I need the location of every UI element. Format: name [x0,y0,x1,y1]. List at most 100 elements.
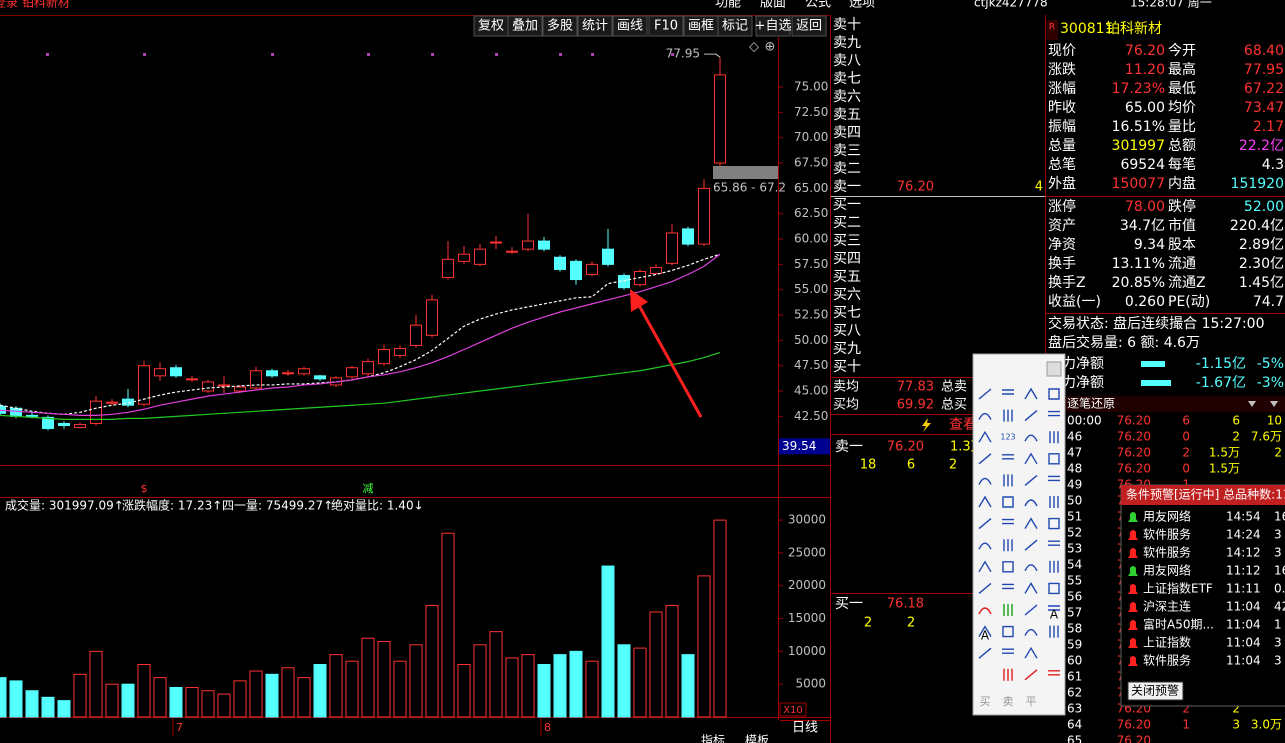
draw-tool-icon[interactable] [1024,669,1038,681]
volume-bar [345,660,359,718]
draw-tool-icon[interactable] [1003,474,1013,487]
draw-tool-icon[interactable] [1024,564,1038,572]
draw-tool-icon[interactable] [1003,604,1013,616]
cursor-box [779,438,830,455]
draw-tool-icon[interactable] [1024,474,1038,486]
draw-tool-icon[interactable] [978,412,992,420]
draw-tool-icon[interactable] [1002,454,1014,460]
draw-tool-icon[interactable] [1048,582,1060,595]
tick-time: 49 [1067,478,1082,492]
quote-value: 74.7 [1253,294,1284,310]
draw-tool-icon[interactable] [1024,499,1038,507]
draw-tool-icon[interactable] [1002,561,1014,573]
candle-body [250,370,262,389]
draw-tool-icon[interactable] [1048,475,1060,482]
draw-tool-icon[interactable] [1048,540,1060,546]
draw-tool-icon[interactable] [978,542,992,550]
trade-action: 买 [980,695,991,708]
draw-tool-icon[interactable] [978,582,992,594]
draw-tool-icon[interactable] [1049,431,1059,444]
draw-tool-icon[interactable] [1002,583,1014,590]
draw-tool-icon[interactable] [1003,409,1013,422]
quote-label: 涨停 [1048,198,1076,215]
draw-tool-icon[interactable] [1048,605,1060,611]
draw-tool-icon[interactable] [1002,518,1014,525]
draw-tool-icon[interactable] [1048,453,1060,465]
draw-tool-icon[interactable] [1024,410,1038,422]
draw-tool-icon[interactable] [978,607,992,615]
draw-tool-icon[interactable] [1048,670,1060,676]
draw-tool-icon[interactable] [1002,625,1014,638]
candle-body [522,240,534,250]
close-alert-button[interactable] [1127,681,1184,701]
draw-tool-icon[interactable] [1048,388,1060,400]
draw-tool-icon[interactable] [1024,434,1038,442]
alert-count: 3 [1274,528,1282,542]
menu-item: 公式 [805,0,831,11]
toolbar-button[interactable] [542,15,578,37]
bid-label: 买三 [833,233,861,249]
draw-tool-icon[interactable] [1049,625,1059,638]
ask-detail: 2 [949,458,957,473]
draw-tool-icon[interactable] [1024,517,1038,529]
volume-bar [505,657,519,718]
draw-tool-icon[interactable] [1048,410,1060,417]
draw-tool-icon[interactable] [1024,539,1038,551]
draw-tool-icon[interactable] [1048,517,1060,530]
quote-label: 流通Z [1168,275,1206,291]
draw-tool-icon[interactable] [1024,387,1038,400]
alert-header [1121,485,1285,505]
stock-name: 铂科新材 [1106,21,1162,37]
alert-count: 1 [1274,618,1282,632]
draw-tool-icon[interactable] [978,647,992,659]
quote-label: 收益(一) [1048,294,1101,310]
toolbar-button[interactable] [755,15,791,37]
moving-average [0,351,721,421]
toolbar-button[interactable] [577,15,613,37]
ask1-price: 76.20 [897,180,934,195]
draw-tool-icon[interactable] [978,388,992,400]
candle-body [458,253,470,262]
y-tick-label: 45.00 [794,384,828,398]
draw-tool-icon[interactable] [1024,628,1038,636]
draw-tool-icon[interactable] [1049,496,1059,508]
draw-tool-icon[interactable] [1002,648,1014,654]
candle-body [154,368,166,377]
toolbar-button[interactable] [791,15,827,37]
draw-tool-icon[interactable] [1024,646,1038,659]
volume-bar [457,663,471,718]
draw-tool-icon[interactable] [978,625,992,637]
draw-tool-icon[interactable] [978,430,992,443]
toolbar-button[interactable] [507,15,543,37]
draw-tool-icon[interactable] [978,560,992,573]
draw-tool-icon[interactable] [1003,539,1013,552]
toolbar-button[interactable] [648,15,684,37]
close-box[interactable] [1046,361,1062,377]
range-bar [713,166,778,179]
draw-tool-icon[interactable] [1002,389,1014,395]
draw-tool-icon[interactable] [1024,604,1038,616]
draw-tool-icon[interactable] [1024,452,1038,465]
toolbar-button[interactable] [612,15,648,37]
toolbar-button[interactable] [717,15,753,37]
draw-tool-icon[interactable] [1024,582,1038,594]
draw-tool-icon[interactable] [1002,496,1014,508]
draw-tool-icon[interactable] [1003,668,1013,681]
bid-label: 买一 [833,197,861,213]
draw-tool-icon[interactable] [978,453,992,465]
tick-cell: 2 [1182,702,1190,716]
draw-tool-icon[interactable] [978,495,992,508]
candle-body [90,400,102,424]
tick-time: 55 [1067,574,1082,588]
quote-label: 最高 [1168,61,1196,78]
signal-dot [559,53,562,56]
draw-tool-icon[interactable] [978,518,992,530]
draw-tool-icon[interactable] [1049,560,1059,573]
draw-tool-icon[interactable] [978,477,992,485]
tick-time: 51 [1067,510,1082,524]
y-tick-label: 52.50 [794,308,828,322]
bid-label: 买六 [833,287,861,303]
alert-time: 14:54 [1226,510,1261,524]
quote-label: 现价 [1048,43,1076,59]
